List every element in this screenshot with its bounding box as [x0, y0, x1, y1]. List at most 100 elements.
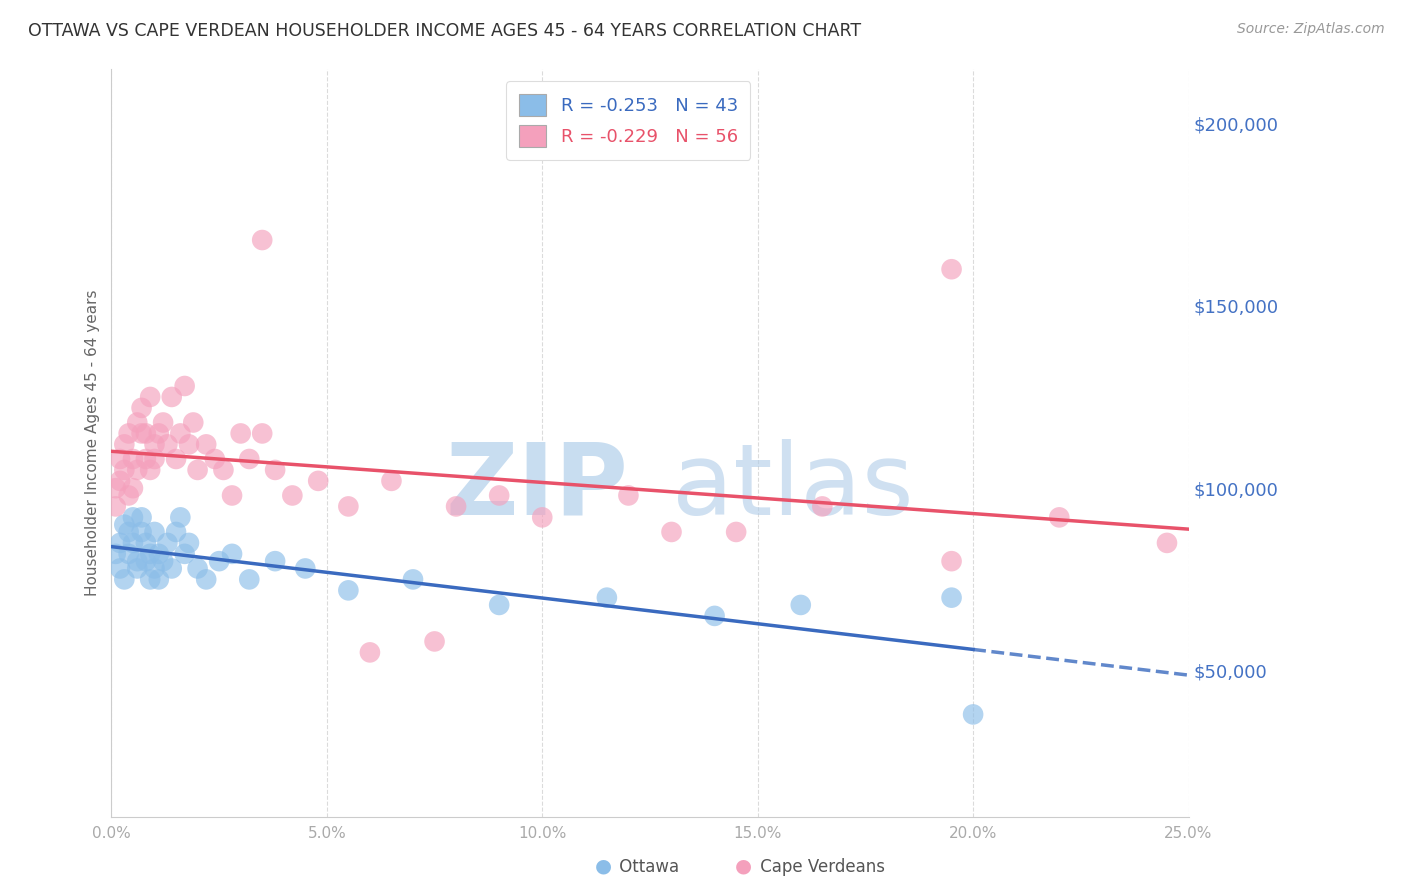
Point	[596, 591, 619, 605]
Point	[139, 390, 162, 404]
Point	[117, 426, 139, 441]
Point	[294, 561, 316, 575]
Point	[156, 536, 179, 550]
Point	[238, 452, 260, 467]
Point	[108, 452, 131, 467]
Point	[725, 524, 748, 539]
Point	[380, 474, 402, 488]
Point	[941, 262, 963, 277]
Point	[281, 488, 304, 502]
Point	[112, 573, 135, 587]
Point	[359, 645, 381, 659]
Point	[131, 524, 153, 539]
Point	[135, 536, 157, 550]
Point	[488, 598, 510, 612]
Legend: R = -0.253   N = 43, R = -0.229   N = 56: R = -0.253 N = 43, R = -0.229 N = 56	[506, 81, 751, 160]
Point	[402, 573, 425, 587]
Point	[127, 463, 149, 477]
Point	[177, 536, 200, 550]
Point	[169, 426, 191, 441]
Point	[1156, 536, 1178, 550]
Y-axis label: Householder Income Ages 45 - 64 years: Householder Income Ages 45 - 64 years	[86, 289, 100, 596]
Point	[131, 426, 153, 441]
Point	[104, 500, 127, 514]
Point	[238, 573, 260, 587]
Point	[104, 481, 127, 495]
Point	[122, 452, 145, 467]
Text: ZIP: ZIP	[446, 439, 628, 536]
Text: ●: ●	[735, 857, 752, 876]
Point	[127, 561, 149, 575]
Point	[152, 554, 174, 568]
Point	[264, 463, 287, 477]
Point	[212, 463, 235, 477]
Point	[122, 510, 145, 524]
Point	[177, 437, 200, 451]
Point	[703, 608, 725, 623]
Point	[531, 510, 554, 524]
Point	[127, 554, 149, 568]
Point	[139, 573, 162, 587]
Point	[221, 488, 243, 502]
Point	[790, 598, 813, 612]
Text: OTTAWA VS CAPE VERDEAN HOUSEHOLDER INCOME AGES 45 - 64 YEARS CORRELATION CHART: OTTAWA VS CAPE VERDEAN HOUSEHOLDER INCOM…	[28, 22, 862, 40]
Point	[112, 517, 135, 532]
Point	[135, 554, 157, 568]
Point	[661, 524, 683, 539]
Point	[208, 554, 231, 568]
Point	[444, 500, 467, 514]
Point	[122, 536, 145, 550]
Point	[135, 452, 157, 467]
Point	[1047, 510, 1070, 524]
Point	[131, 401, 153, 415]
Point	[148, 573, 170, 587]
Point	[204, 452, 226, 467]
Point	[122, 481, 145, 495]
Point	[112, 437, 135, 451]
Point	[108, 561, 131, 575]
Point	[117, 488, 139, 502]
Point	[811, 500, 834, 514]
Point	[307, 474, 329, 488]
Point	[941, 554, 963, 568]
Point	[250, 426, 273, 441]
Point	[165, 452, 187, 467]
Point	[117, 524, 139, 539]
Point	[127, 416, 149, 430]
Point	[617, 488, 640, 502]
Point	[250, 233, 273, 247]
Point	[169, 510, 191, 524]
Point	[148, 426, 170, 441]
Point	[160, 561, 183, 575]
Text: Cape Verdeans: Cape Verdeans	[755, 858, 884, 876]
Point	[173, 547, 195, 561]
Point	[108, 474, 131, 488]
Point	[181, 416, 204, 430]
Point	[195, 437, 218, 451]
Point	[187, 561, 209, 575]
Point	[962, 707, 984, 722]
Point	[156, 437, 179, 451]
Point	[264, 554, 287, 568]
Point	[108, 536, 131, 550]
Point	[104, 547, 127, 561]
Point	[160, 390, 183, 404]
Point	[143, 437, 166, 451]
Point	[112, 463, 135, 477]
Point	[135, 426, 157, 441]
Point	[488, 488, 510, 502]
Point	[131, 510, 153, 524]
Point	[139, 463, 162, 477]
Point	[187, 463, 209, 477]
Text: atlas: atlas	[672, 439, 912, 536]
Point	[337, 583, 360, 598]
Point	[195, 573, 218, 587]
Point	[148, 547, 170, 561]
Text: ●: ●	[595, 857, 612, 876]
Point	[117, 547, 139, 561]
Point	[152, 416, 174, 430]
Point	[143, 452, 166, 467]
Point	[337, 500, 360, 514]
Point	[165, 524, 187, 539]
Point	[173, 379, 195, 393]
